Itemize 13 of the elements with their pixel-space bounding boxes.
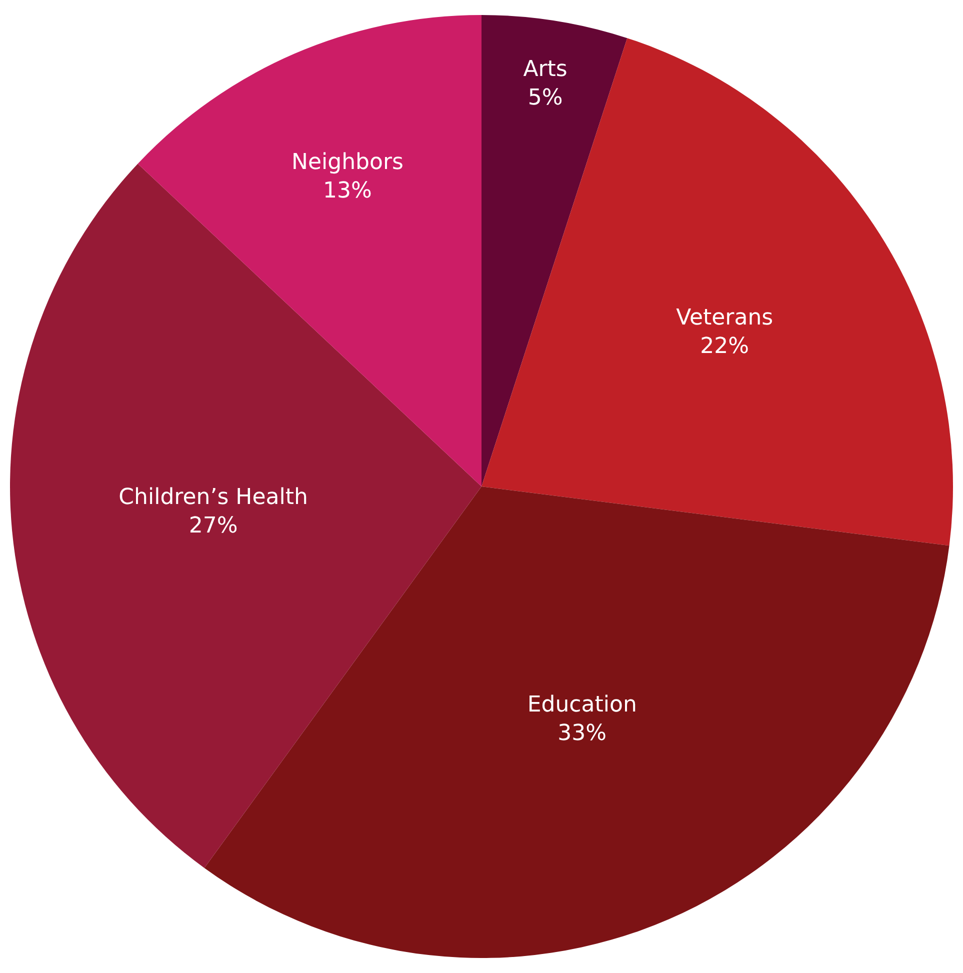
- pie-slice: [482, 38, 953, 546]
- pie-slice: [138, 15, 482, 486]
- slice-label: Education: [527, 692, 637, 718]
- pie-slice: [482, 15, 628, 486]
- data-label: 33%: [558, 720, 607, 746]
- data-label: 5%: [528, 86, 563, 111]
- data-label: 13%: [323, 178, 372, 204]
- data-label: 27%: [188, 514, 238, 539]
- slice-label: Children’s Health: [118, 485, 308, 510]
- slice-label: Neighbors: [291, 150, 404, 175]
- data-label: 22%: [700, 334, 750, 360]
- slice-label: Arts: [523, 57, 568, 82]
- slice-label: Veterans: [676, 305, 774, 330]
